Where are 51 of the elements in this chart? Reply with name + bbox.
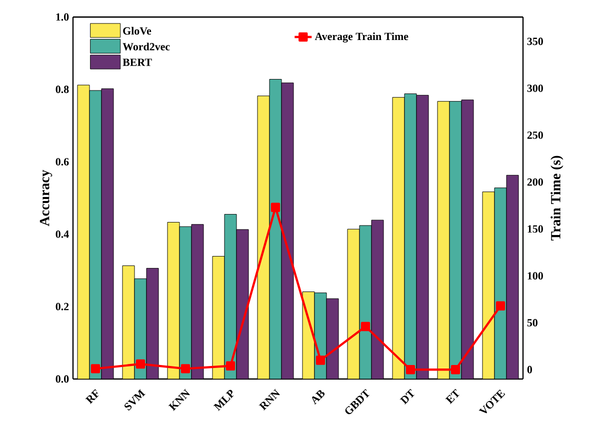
y2-tick-label: 150	[528, 225, 543, 233]
bar	[77, 84, 90, 379]
y-tick-label: 1.0	[56, 13, 69, 21]
y2-tick-label: 250	[527, 131, 543, 139]
bar	[494, 188, 507, 379]
point	[226, 361, 236, 370]
x-tick-label: DT	[400, 388, 414, 405]
bar	[359, 225, 372, 379]
bar	[416, 94, 429, 379]
bar	[179, 226, 192, 379]
y2-axis-title: Train Time (s)	[550, 156, 564, 241]
point	[406, 365, 416, 374]
bar	[167, 222, 180, 379]
x-tick-label: AB	[312, 390, 325, 405]
y2-tick-label: 300	[527, 84, 543, 92]
legend-label: Average Train Time	[314, 32, 408, 42]
x-tick-label: RF	[85, 389, 99, 404]
y-axis-title: Accuracy	[40, 170, 52, 226]
y-tick-label: 0.8	[56, 86, 69, 94]
point	[496, 301, 506, 310]
bar	[449, 101, 462, 379]
x-tick-label: ET	[445, 388, 460, 404]
y2-tick-label: 350	[527, 38, 543, 46]
point	[360, 322, 370, 332]
y-tick-label: 0.2	[56, 302, 69, 310]
bar	[89, 90, 102, 379]
y-tick-label: 0.4	[56, 230, 69, 238]
y-tick-label: 0.6	[56, 158, 69, 166]
legend-label: GloVe	[123, 26, 152, 35]
point	[316, 356, 326, 365]
bar	[191, 224, 204, 379]
y2-tick-label: 200	[527, 178, 543, 186]
y2-tick-label: 0	[527, 366, 532, 374]
legend-label: BERT	[122, 58, 152, 66]
bar	[269, 79, 282, 379]
point	[90, 364, 100, 374]
bar	[224, 214, 237, 379]
bar	[506, 174, 519, 379]
y2-tick-label: 50	[527, 319, 538, 326]
bar	[437, 101, 450, 379]
bar	[101, 88, 114, 379]
legend-label: Word2vec	[122, 42, 170, 50]
point	[136, 359, 146, 369]
point	[180, 364, 190, 374]
bar	[461, 100, 474, 379]
bar	[392, 97, 405, 379]
bar	[404, 93, 417, 379]
point	[270, 202, 280, 212]
point	[450, 365, 460, 374]
y2-tick-label: 100	[528, 272, 543, 280]
y-tick-label: 0.0	[56, 375, 69, 383]
